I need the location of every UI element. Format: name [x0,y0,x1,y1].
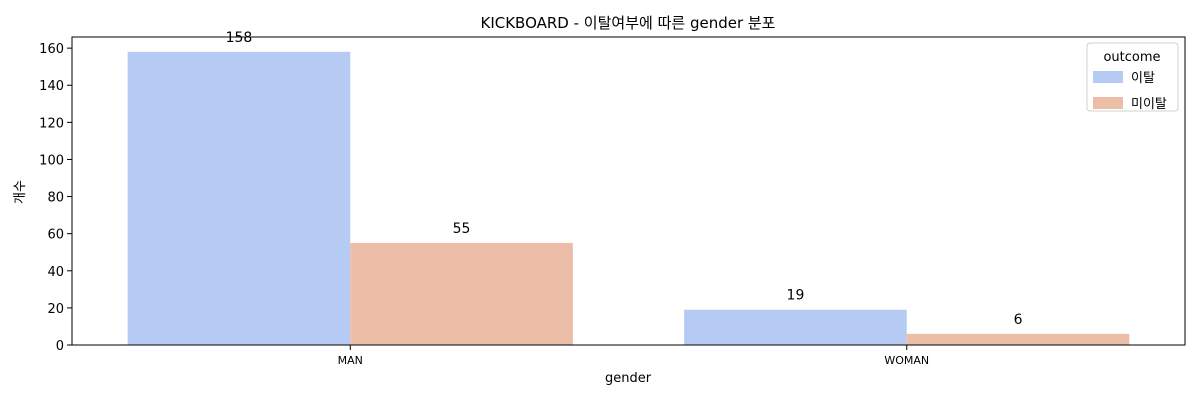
bar [350,242,573,345]
y-tick-label: 140 [39,79,64,94]
data-label: 158 [226,30,253,46]
y-tick-label: 80 [47,191,64,206]
data-label: 19 [787,288,805,304]
y-tick-label: 20 [47,302,64,317]
legend-label: 이탈 [1131,71,1155,86]
bar [684,309,907,345]
y-tick-label: 60 [47,228,64,243]
legend-label: 미이탈 [1131,97,1167,112]
y-tick-label: 120 [39,116,64,131]
plot-area: 0 20 40 60 80 100 120 140 160 158 55 MAN 19 6 WOMAN [39,30,1130,367]
plot-frame [71,36,1186,346]
y-tick-label: 100 [39,153,64,168]
y-axis-label: 개수 [13,180,28,204]
x-axis-label: gender [605,371,652,386]
y-tick-label: 0 [56,339,64,354]
legend-swatch [1093,71,1123,83]
data-label: 6 [1014,312,1023,328]
bar [906,333,1130,345]
x-tick-label: WOMAN [884,354,929,367]
y-tick-label: 40 [47,265,64,280]
bar [127,51,351,345]
legend-title: outcome [1103,50,1160,65]
x-tick-label: MAN [338,354,363,367]
y-tick-label: 160 [39,42,64,57]
legend-swatch [1093,97,1123,109]
legend-box [1086,42,1179,112]
data-label: 55 [453,221,471,237]
chart-title: KICKBOARD - 이탈여부에 따른 gender 분포 [480,14,775,32]
